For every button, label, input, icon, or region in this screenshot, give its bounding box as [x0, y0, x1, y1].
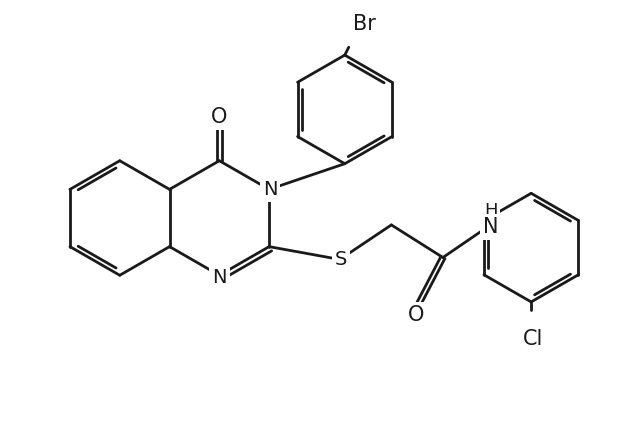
Text: N: N	[212, 268, 227, 287]
Text: Br: Br	[353, 14, 376, 34]
Text: O: O	[211, 107, 228, 127]
Text: N: N	[483, 217, 499, 237]
Text: Cl: Cl	[523, 330, 543, 349]
Text: N: N	[263, 180, 277, 199]
Text: S: S	[335, 250, 347, 269]
Text: H: H	[484, 202, 497, 220]
Text: O: O	[408, 305, 424, 325]
